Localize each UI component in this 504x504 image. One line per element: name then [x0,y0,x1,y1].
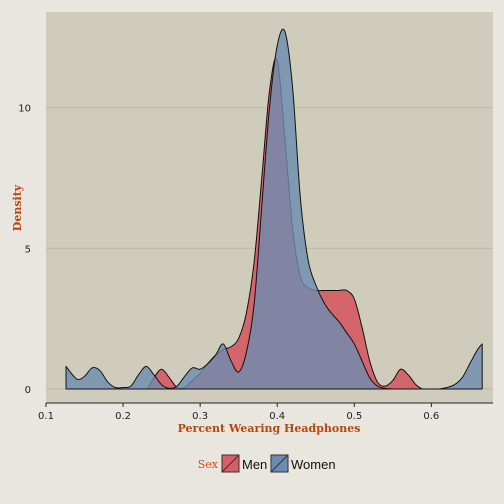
density-areas [65,28,483,390]
x-tick-label: 0.6 [423,411,439,422]
legend-item-women: Women [270,454,336,473]
legend: Sex Men Women [198,454,336,473]
legend-swatch-women-diagonal [270,454,289,473]
legend-swatch-men-diagonal [221,454,240,473]
x-tick-label: 0.3 [192,411,208,422]
legend-label-men: Men [242,457,267,472]
y-tick-label: 5 [25,244,31,255]
y-axis-title: Density [11,184,24,231]
legend-label-women: Women [291,457,336,472]
x-ticks: 0.1 0.2 0.3 0.4 0.5 0.6 [38,403,439,422]
y-ticks: 0 5 10 [18,104,31,396]
x-axis-title: Percent Wearing Headphones [178,422,361,435]
x-tick-label: 0.2 [115,411,131,422]
x-tick-label: 0.5 [346,411,362,422]
x-tick-label: 0.1 [38,411,54,422]
density-area-women [65,28,483,390]
legend-title: Sex [198,458,219,471]
x-tick-label: 0.4 [269,411,285,422]
legend-item-men: Men [221,454,267,473]
y-tick-label: 0 [25,385,31,396]
y-tick-label: 10 [18,104,31,115]
